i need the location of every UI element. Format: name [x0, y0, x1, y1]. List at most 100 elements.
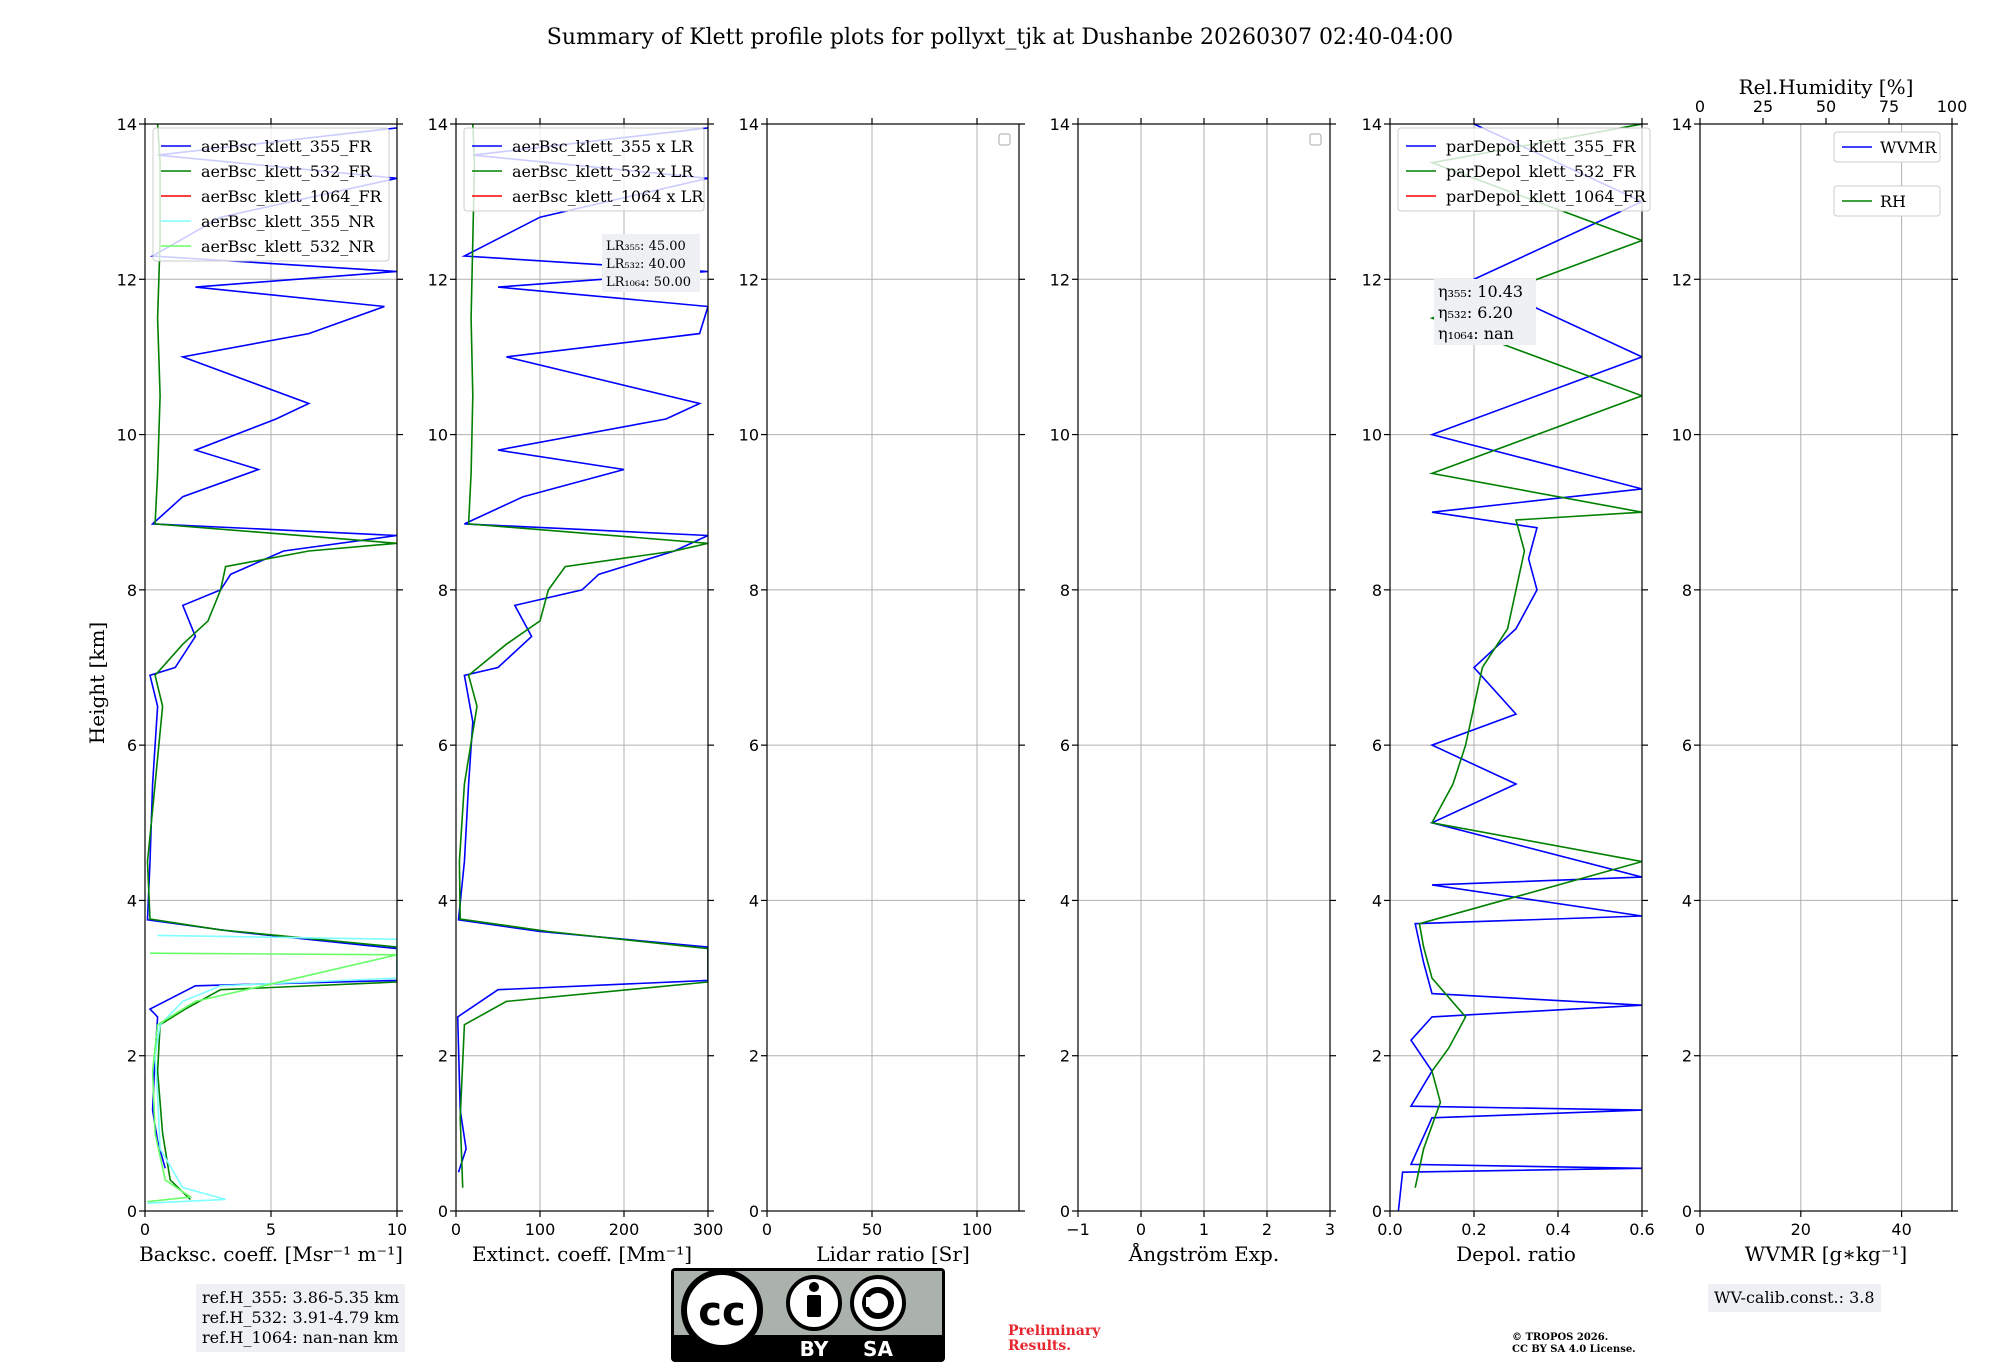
axes-frame: [766, 123, 1020, 1212]
top-x-tick-label: 100: [1937, 97, 1968, 116]
x-tick-label: 3: [1325, 1220, 1335, 1239]
y-tick-label: 12: [739, 270, 759, 289]
x-tick-label: 0: [1136, 1220, 1146, 1239]
y-tick-label: 4: [127, 891, 137, 910]
legend-box: [1833, 185, 1941, 217]
x-tick-label: 100: [525, 1220, 556, 1239]
y-tick-label: 14: [1672, 115, 1692, 134]
y-tick-label: 0: [438, 1202, 448, 1221]
legend-entry: aerBsc_klett_355_FR: [201, 137, 372, 156]
series-line: [147, 934, 397, 1204]
lidar-ratio-label: LR₃₅₅: 45.00: [606, 239, 686, 254]
legend-entry: parDepol_klett_355_FR: [1446, 137, 1637, 156]
legend-entry: aerBsc_klett_532_FR: [201, 162, 372, 181]
y-tick-label: 8: [749, 581, 759, 600]
y-tick-label: 12: [1672, 270, 1692, 289]
x-tick-label: 0: [762, 1220, 772, 1239]
series-line: [146, 124, 397, 1200]
y-tick-label: 2: [749, 1047, 759, 1066]
x-tick-label: 300: [693, 1220, 724, 1239]
x-axis-label: Backsc. coeff. [Msr⁻¹ m⁻¹]: [139, 1242, 403, 1266]
x-axis-label: WVMR [g∗kg⁻¹]: [1745, 1242, 1907, 1266]
x-tick-label: 0.2: [1461, 1220, 1486, 1239]
x-tick-label: 10: [387, 1220, 407, 1239]
panel-1: 0 5 10 0 2 4 6 8 10 12 14 Backsc. coeff. [Msr⁻¹ m⁻¹…: [117, 115, 408, 1266]
legend-entry: aerBsc_klett_1064 x LR: [512, 187, 704, 206]
legend-entry: aerBsc_klett_1064_FR: [201, 187, 383, 206]
y-tick-label: 8: [1682, 581, 1692, 600]
axes-frame: [1699, 123, 1953, 1212]
panel-3: 0 50 100 0 2 4 6 8 10 12 14 Lidar ratio [Sr]: [739, 115, 1025, 1266]
y-tick-label: 10: [117, 426, 137, 445]
y-tick-label: 0: [1060, 1202, 1070, 1221]
eta-box: [1434, 279, 1536, 345]
legend-entry: parDepol_klett_532_FR: [1446, 162, 1637, 181]
y-tick-label: 10: [1672, 426, 1692, 445]
lidar-ratio-box: [602, 234, 700, 292]
preliminary-line-1: Preliminary: [1008, 1323, 1101, 1339]
y-tick-label: 12: [117, 270, 137, 289]
y-tick-label: 10: [1362, 426, 1382, 445]
ref-height-1064: ref.H_1064: nan-nan km: [202, 1328, 399, 1347]
y-tick-label: 14: [117, 115, 137, 134]
x-axis-label: Ångström Exp.: [1128, 1241, 1279, 1266]
x-axis-label: Depol. ratio: [1456, 1242, 1576, 1266]
cc-by-sa-logo: cc BY SA: [671, 1268, 945, 1362]
x-tick-label: 0.4: [1545, 1220, 1570, 1239]
series-line: [458, 124, 708, 1188]
y-axis-label: Height [km]: [85, 622, 109, 744]
y-tick-label: 6: [438, 736, 448, 755]
lidar-ratio-label: LR₅₃₂: 40.00: [606, 257, 686, 272]
y-tick-label: 10: [1050, 426, 1070, 445]
y-tick-label: 8: [438, 581, 448, 600]
empty-legend: [1309, 133, 1322, 146]
y-tick-label: 14: [1362, 115, 1382, 134]
x-tick-label: 2: [1262, 1220, 1272, 1239]
empty-legend: [998, 133, 1011, 146]
copyright-note: © TROPOS 2026. CC BY SA 4.0 License.: [1512, 1332, 1636, 1356]
series-line: [146, 127, 397, 1169]
y-tick-label: 0: [749, 1202, 759, 1221]
y-tick-label: 14: [428, 115, 448, 134]
y-tick-label: 6: [127, 736, 137, 755]
preliminary-results-note: Preliminary Results.: [1008, 1324, 1100, 1354]
y-tick-label: 14: [1050, 115, 1070, 134]
y-tick-label: 0: [127, 1202, 137, 1221]
chart-title: Summary of Klett profile plots for polly…: [547, 25, 1453, 50]
legend-entry: aerBsc_klett_355_NR: [201, 212, 375, 231]
y-tick-label: 4: [749, 891, 759, 910]
copyright-line-2: CC BY SA 4.0 License.: [1512, 1344, 1636, 1355]
reference-height-box: ref.H_355: 3.86-5.35 km ref.H_532: 3.91-…: [196, 1284, 406, 1352]
x-tick-label: 40: [1891, 1220, 1911, 1239]
top-x-tick-label: 50: [1816, 97, 1836, 116]
y-tick-label: 8: [1372, 581, 1382, 600]
y-tick-label: 6: [1682, 736, 1692, 755]
legend-entry: aerBsc_klett_532_NR: [201, 237, 375, 256]
svg-text:cc: cc: [698, 1289, 745, 1335]
series-line: [147, 952, 397, 1203]
y-tick-label: 2: [127, 1047, 137, 1066]
eta-label: η₅₃₂: 6.20: [1438, 303, 1513, 322]
legend-entry: RH: [1880, 192, 1906, 211]
x-tick-label: 1: [1199, 1220, 1209, 1239]
y-tick-label: 0: [1682, 1202, 1692, 1221]
x-tick-label: 100: [962, 1220, 993, 1239]
legend-box: [1397, 127, 1651, 212]
legend-box: [152, 127, 390, 262]
x-tick-label: −1: [1066, 1220, 1090, 1239]
y-tick-label: 0: [1372, 1202, 1382, 1221]
x-tick-label: 20: [1791, 1220, 1811, 1239]
y-tick-label: 2: [1682, 1047, 1692, 1066]
series-line: [456, 127, 708, 1173]
wv-calibration-constant: WV-calib.const.: 3.8: [1714, 1288, 1875, 1307]
series-line: [1414, 124, 1642, 1188]
x-tick-label: 50: [862, 1220, 882, 1239]
legend-box: [463, 127, 705, 212]
wv-calibration-box: WV-calib.const.: 3.8: [1708, 1284, 1881, 1312]
y-tick-label: 2: [1060, 1047, 1070, 1066]
y-tick-label: 6: [1372, 736, 1382, 755]
legend-entry: parDepol_klett_1064_FR: [1446, 187, 1647, 206]
ref-height-355: ref.H_355: 3.86-5.35 km: [202, 1288, 400, 1307]
